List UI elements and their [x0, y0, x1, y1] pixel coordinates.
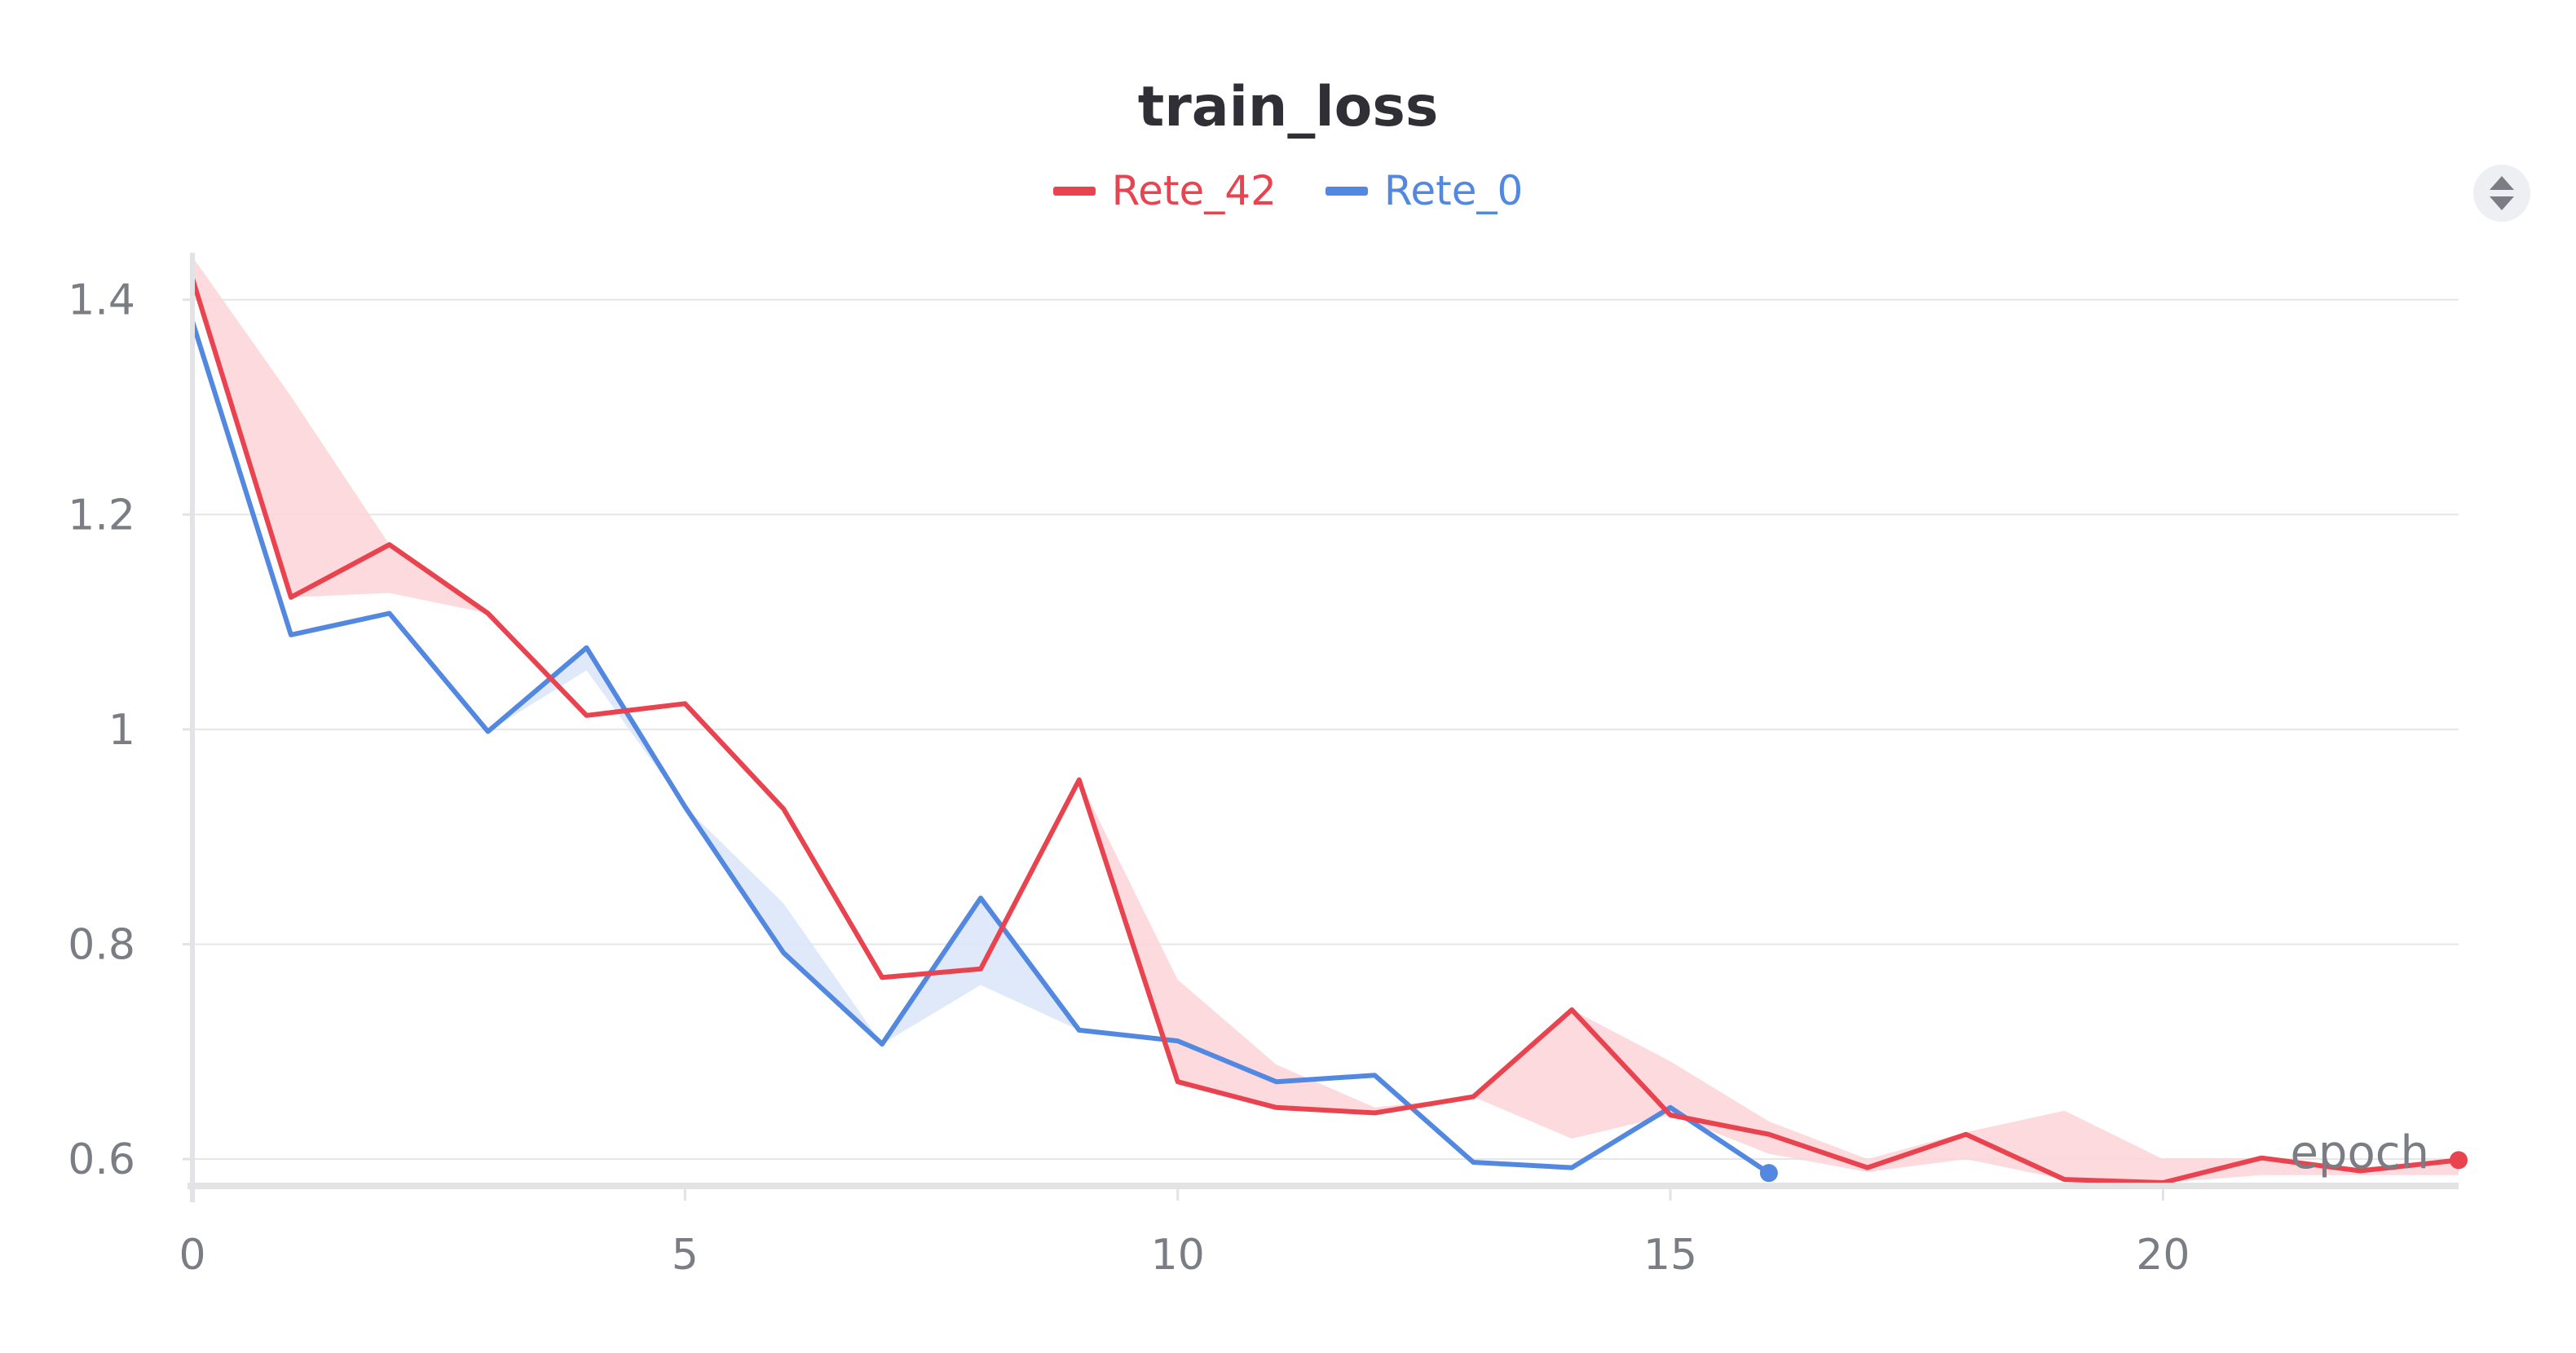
- x-tick-label: 20: [2136, 1231, 2190, 1280]
- chart-title: train_loss: [1137, 75, 1439, 139]
- legend-label-rete-0: Rete_0: [1383, 167, 1524, 214]
- legend-swatch-rete-0: [1325, 186, 1368, 196]
- legend[interactable]: Rete_42 Rete_0: [0, 167, 2576, 214]
- series-line-rete-42: [190, 275, 2461, 1185]
- legend-item-rete-42[interactable]: Rete_42: [1052, 167, 1277, 214]
- series-endpoint-rete-42: [2450, 1151, 2468, 1170]
- panel-menu-icon[interactable]: [2473, 165, 2530, 222]
- legend-item-rete-0[interactable]: Rete_0: [1325, 167, 1523, 214]
- y-tick-label: 0.6: [68, 1135, 135, 1184]
- x-tick-label: 10: [1151, 1231, 1205, 1280]
- series-band-rete-42: [192, 257, 2459, 1183]
- x-tick-label: 5: [672, 1231, 699, 1280]
- y-tick-label: 1.4: [68, 276, 135, 325]
- x-axis-label: epoch: [2290, 1126, 2429, 1179]
- x-tick-label: 15: [1643, 1231, 1697, 1280]
- x-tick-label: 0: [179, 1231, 205, 1280]
- legend-label-rete-42: Rete_42: [1111, 167, 1277, 214]
- y-tick-label: 0.8: [68, 920, 135, 969]
- y-tick-label: 1: [108, 706, 135, 755]
- y-tick-label: 1.2: [68, 491, 135, 540]
- chevron-up-down-icon: [2490, 176, 2514, 210]
- series-endpoint-rete-0: [1759, 1164, 1778, 1183]
- legend-swatch-rete-42: [1052, 186, 1096, 196]
- series-line-rete-0: [190, 319, 1771, 1176]
